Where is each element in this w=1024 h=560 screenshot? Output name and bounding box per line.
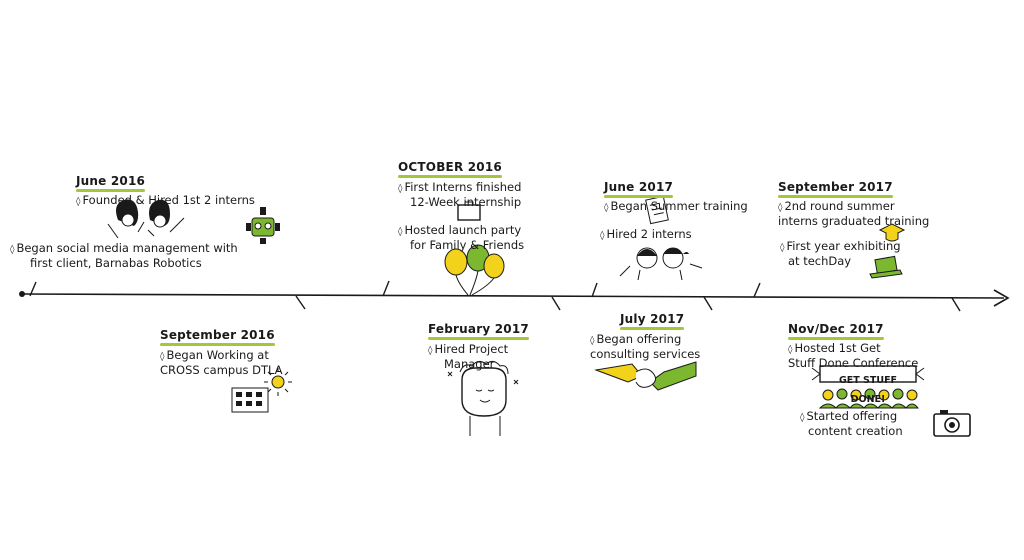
event-item: first client, Barnabas Robotics: [30, 256, 202, 270]
event-june-2017-detail: ◊ Hired 2 interns: [600, 228, 730, 243]
bullet-icon: ◊: [778, 203, 783, 213]
event-october-2016-detail: ◊ Hosted launch party for Family & Friend…: [398, 224, 568, 252]
robot-icon: [246, 207, 280, 244]
event-february-2017: February 2017 ◊ Hired Project Manager: [428, 318, 558, 371]
event-june-2016-detail: ◊ Began social media management with firs…: [10, 242, 310, 270]
event-october-2016: OCTOBER 2016 ◊ First Interns finished 12-…: [398, 156, 568, 209]
event-item: content creation: [808, 424, 903, 438]
event-item: First Interns finished: [404, 180, 522, 194]
balloons-icon: [444, 244, 505, 296]
event-june-2016: June 2016 ◊ Founded & Hired 1st 2 interns: [76, 170, 326, 209]
bullet-icon: ◊: [76, 197, 81, 207]
banner-icon: [811, 365, 925, 383]
bullet-icon: ◊: [604, 203, 609, 213]
event-item: for Family & Friends: [410, 238, 525, 252]
event-item: Stuff Done Conference: [788, 356, 919, 370]
building-icon: [231, 387, 269, 413]
timeline-start-dot: [19, 291, 25, 297]
tick-june-2016: [29, 281, 37, 297]
event-item: Hosted launch party: [404, 223, 522, 237]
camera-icon: [933, 410, 971, 437]
bullet-icon: ◊: [398, 227, 403, 237]
bullet-icon: ◊: [10, 245, 15, 255]
bullet-icon: ◊: [428, 346, 433, 356]
bullet-icon: ◊: [800, 413, 805, 423]
event-item: Hired Project: [434, 342, 509, 356]
tick-july-2017: [703, 296, 713, 311]
event-date: July 2017: [620, 312, 684, 330]
girls-icon: [107, 199, 185, 239]
event-item: 12-Week internship: [410, 195, 522, 209]
bullet-icon: ◊: [398, 184, 403, 194]
event-item: Founded & Hired 1st 2 interns: [82, 193, 255, 207]
person-icon: [447, 360, 519, 436]
event-item: interns graduated training: [778, 214, 930, 228]
event-september-2016: September 2016 ◊ Began Working at CROSS c…: [160, 324, 330, 377]
event-date: September 2017: [778, 180, 893, 198]
event-item: Began Working at: [166, 348, 269, 362]
briefcase-icon: [457, 201, 481, 221]
event-item: First year exhibiting: [786, 239, 901, 253]
banner-label: GET STUFF DONE!: [838, 375, 898, 405]
event-july-2017: July 2017 ◊ Began offering consulting ser…: [590, 308, 730, 361]
event-item: consulting services: [590, 347, 701, 361]
bullet-icon: ◊: [600, 231, 605, 241]
event-date: February 2017: [428, 322, 529, 340]
event-item: Started offering: [806, 409, 898, 423]
tick-june-2017: [591, 282, 598, 298]
tick-september-2017: [753, 282, 761, 298]
event-novdec-2017-detail: ◊ Started offering content creation: [800, 410, 930, 438]
event-september-2017-detail: ◊ First year exhibiting at techDay: [780, 240, 930, 268]
audience-icon: [818, 388, 920, 409]
tick-february-2017: [551, 296, 561, 311]
event-item: Began Summer training: [610, 199, 748, 213]
graduation-cap-icon: [878, 223, 906, 242]
event-novdec-2017: Nov/Dec 2017 ◊ Hosted 1st Get Stuff Done …: [788, 318, 958, 370]
event-september-2017: September 2017 ◊ 2nd round summer interns…: [778, 176, 958, 228]
handshake-icon: [594, 361, 697, 391]
event-item: Hosted 1st Get: [794, 341, 881, 355]
event-date: June 2017: [604, 180, 673, 198]
bullet-icon: ◊: [590, 336, 595, 346]
event-june-2017: June 2017 ◊ Began Summer training: [604, 176, 764, 215]
sun-icon: [264, 368, 292, 396]
timeline-axis: [21, 293, 1005, 299]
event-item: Began offering: [596, 332, 682, 346]
timeline-arrowhead: [993, 289, 1010, 307]
banner-text: GET STUFF DONE!: [820, 368, 916, 406]
event-date: September 2016: [160, 328, 275, 346]
event-date: June 2016: [76, 174, 145, 192]
event-item: CROSS campus DTLA: [160, 363, 283, 377]
event-date: Nov/Dec 2017: [788, 322, 884, 340]
tick-september-2016: [295, 295, 306, 310]
event-item: 2nd round summer: [784, 199, 895, 213]
event-item: Began social media management with: [16, 241, 238, 255]
bullet-icon: ◊: [780, 243, 785, 253]
checklist-icon: [645, 195, 669, 225]
bullet-icon: ◊: [160, 352, 165, 362]
tick-october-2016: [382, 280, 390, 297]
laptop-icon: [869, 255, 903, 279]
bullet-icon: ◊: [788, 345, 793, 355]
kids-icon: [619, 247, 703, 281]
event-item: at techDay: [788, 254, 852, 268]
event-item: Manager: [444, 357, 495, 371]
tick-novdec-2017: [951, 297, 961, 312]
event-date: OCTOBER 2016: [398, 160, 502, 178]
event-item: Hired 2 interns: [606, 227, 692, 241]
